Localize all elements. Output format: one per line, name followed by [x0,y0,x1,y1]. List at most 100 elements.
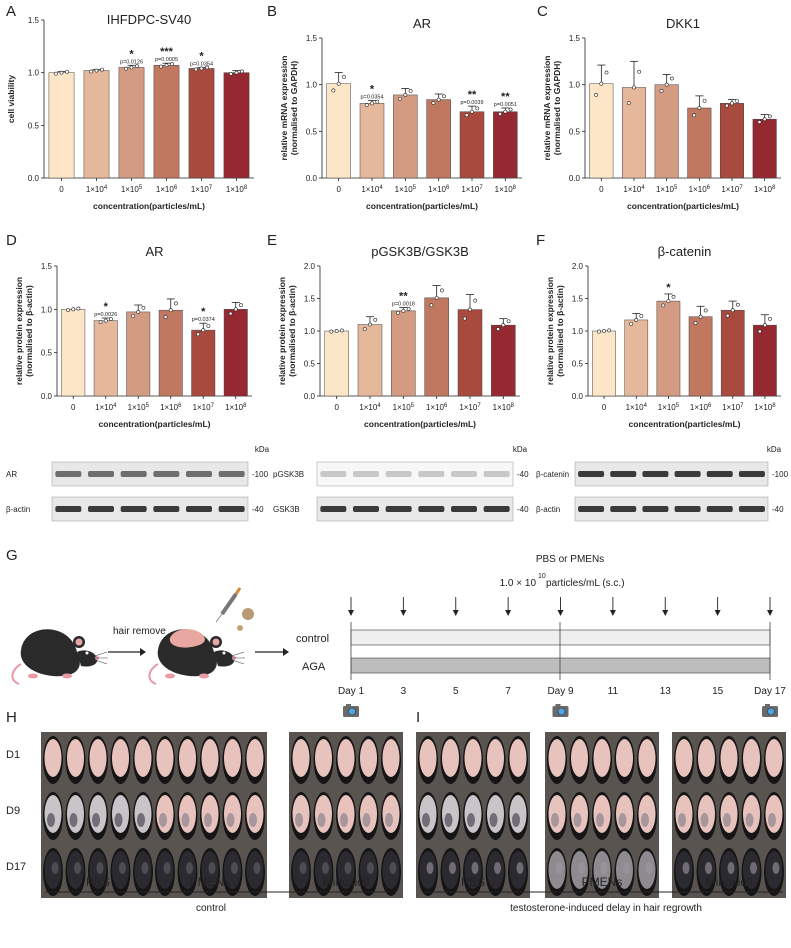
mouse-photo [614,848,635,896]
significance-stars: * [370,84,375,96]
kda-label: kDa [767,445,782,454]
significance-stars: * [201,306,206,318]
mouse-photo [177,792,198,840]
mouse-photo [485,848,506,896]
mouse-photo [65,848,86,896]
data-point [693,321,698,325]
data-point [340,328,344,333]
panel-label: C [537,3,548,20]
mouse-photo [674,848,694,896]
injection-arrow-head [609,610,616,616]
y-tick-label: 0.5 [569,127,581,136]
x-tick-label: 1×107 [193,403,215,412]
data-point [76,306,81,311]
data-point [703,308,708,313]
shaved-skin [571,739,588,777]
day-label: 5 [453,686,459,697]
bar [393,94,418,179]
data-point [163,315,168,319]
hair-regrowth-patch [551,813,559,827]
data-point [205,65,209,70]
mouse-photo [463,736,483,784]
panel-label: E [267,232,277,249]
y-axis-label: (normalised to GAPDH) [552,61,562,156]
blot-row-label: β-catenin [536,470,569,479]
mouse-photo [764,848,784,896]
timepoint-row-labels: D1 D9 D17 [6,749,26,873]
syringe-icon [215,587,242,623]
fur-patch [163,862,171,874]
data-point [334,329,339,333]
hair-regrowth-patch [489,813,498,827]
fur-patch [494,862,501,874]
significance-stars: *** [160,46,174,58]
shaved-skin [112,739,129,777]
mouse-photo [200,792,220,840]
protein-band [610,506,637,512]
data-point [762,117,767,122]
injection-arrow-head [452,610,459,616]
fur-patch [344,862,352,874]
data-point [329,329,334,334]
fur-patch [186,862,193,874]
dose-suffix: particles/mL (s.c.) [546,578,625,589]
shaved-skin [360,739,377,777]
chart-panel-c: C DKK1 0.0 0.5 1.0 1.5 relative mRNA expressio… [537,3,781,211]
mouse-photo [155,848,175,896]
data-point [597,329,601,334]
data-point [730,308,735,313]
blot-row-label: GSK3B [273,505,300,514]
mouse-photo [485,792,506,840]
bar [223,72,250,179]
x-axis-label: concentration(particles/mL) [364,419,476,429]
x-tick-label: 0 [59,185,64,194]
data-point [698,314,703,319]
chart-panel-f: Fβ-catenin 0.0 0.5 1.0 1.5 2.0 relative protei… [536,232,781,429]
photo-panel-i: I [416,709,420,726]
bar [324,330,349,397]
bar [118,67,145,179]
protein-band [353,471,379,477]
data-point [637,69,642,74]
y-tick-label: 1.0 [569,81,581,90]
fur-patch [471,862,479,874]
injection-arrow-head [767,610,773,616]
x-tick-label: 0 [334,403,339,412]
mouse-photo [65,792,86,840]
control-caption: control [196,903,226,914]
data-point [669,76,674,81]
data-point [100,67,104,72]
data-point [702,98,707,103]
fur-patch [389,862,397,874]
data-point [66,308,71,313]
shaved-skin [442,739,459,777]
day-label: 7 [505,686,511,697]
fur-patch [555,862,563,874]
regrown-fur [382,851,400,889]
data-point [626,101,631,106]
data-point [634,318,639,322]
significance-stars: * [199,50,204,62]
kda-marker: -40 [517,470,529,479]
p-value-label: p=0.0005 [155,57,178,63]
p-value-label: p=0.0374 [192,317,215,323]
injection-arrow-head [505,610,512,616]
p-value-label: p=0.0354 [190,61,213,67]
regrown-fur [112,851,129,889]
regrown-fur [246,851,264,889]
x-tick-label: 1×105 [121,185,143,194]
data-point [725,313,730,318]
kda-marker: -100 [252,470,269,479]
hair-remove-label: hair remove [113,626,166,637]
protein-band [385,506,412,512]
hair-regrowth-patch [340,813,348,827]
fur-patch [426,862,434,874]
data-point [240,69,244,74]
blot-row-label: AR [6,470,17,479]
injection-arrow-head [400,610,407,616]
y-axis-label: (normalised to β-actin) [24,285,34,377]
mouse-photo [637,848,657,896]
mouse-photo [547,848,567,896]
mouse-photo [440,792,461,840]
data-point [136,310,141,314]
